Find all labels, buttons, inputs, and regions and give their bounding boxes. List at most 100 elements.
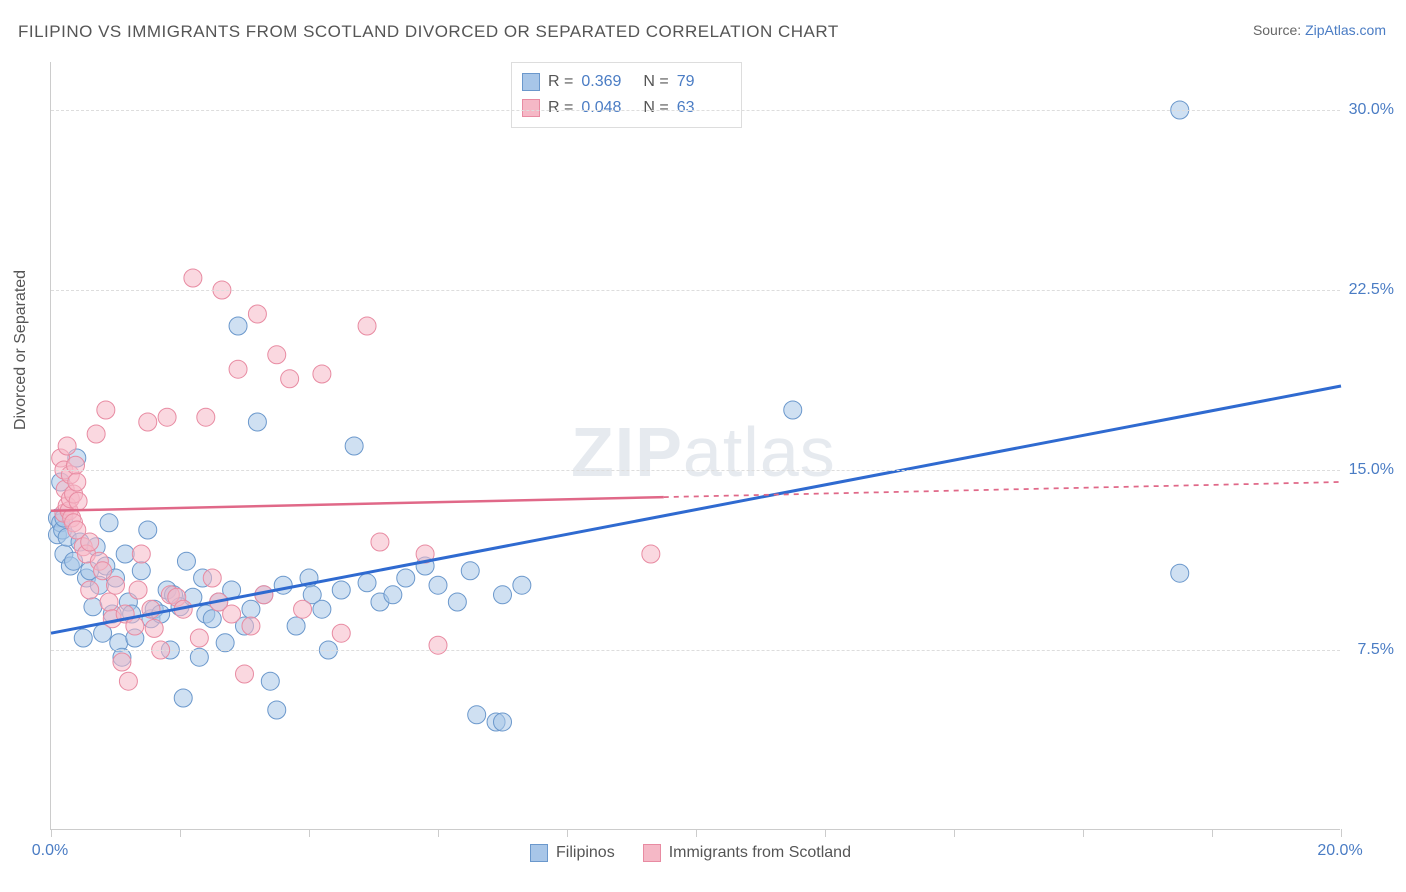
legend-item: Filipinos	[530, 844, 615, 862]
data-point	[248, 413, 266, 431]
data-point	[229, 317, 247, 335]
gridline	[51, 470, 1340, 471]
data-point	[74, 629, 92, 647]
data-point	[87, 425, 105, 443]
data-point	[1171, 564, 1189, 582]
data-point	[332, 624, 350, 642]
data-point	[174, 689, 192, 707]
data-point	[119, 672, 137, 690]
legend-series-name: Immigrants from Scotland	[669, 844, 851, 862]
source-attribution: Source: ZipAtlas.com	[1253, 22, 1386, 38]
data-point	[397, 569, 415, 587]
data-point	[468, 706, 486, 724]
stat-r-label: R =	[548, 69, 573, 95]
legend-stat-row: R = 0.048 N = 63	[522, 95, 731, 121]
y-tick-label: 30.0%	[1349, 101, 1394, 119]
y-tick-label: 7.5%	[1358, 641, 1394, 659]
stat-r-label: R =	[548, 95, 573, 121]
data-point	[139, 413, 157, 431]
data-point	[461, 562, 479, 580]
data-point	[132, 545, 150, 563]
data-point	[58, 437, 76, 455]
data-point	[429, 576, 447, 594]
y-tick-label: 22.5%	[1349, 281, 1394, 299]
legend-stat-row: R = 0.369 N = 79	[522, 69, 731, 95]
data-point	[107, 576, 125, 594]
x-tick	[954, 829, 955, 837]
data-point	[236, 665, 254, 683]
stat-n-value: 63	[677, 95, 731, 121]
data-point	[448, 593, 466, 611]
data-point	[190, 629, 208, 647]
trend-line	[51, 497, 664, 511]
data-point	[274, 576, 292, 594]
plot-area: ZIPatlas R =0.369N =79R =0.048N =63	[50, 62, 1340, 830]
data-point	[332, 581, 350, 599]
data-point	[97, 401, 115, 419]
data-point	[223, 605, 241, 623]
chart-svg	[51, 62, 1340, 829]
x-max-label: 20.0%	[1317, 842, 1362, 860]
stat-r-value: 0.369	[581, 69, 635, 95]
data-point	[132, 562, 150, 580]
data-point	[642, 545, 660, 563]
data-point	[145, 619, 163, 637]
data-point	[68, 473, 86, 491]
y-tick-label: 15.0%	[1349, 461, 1394, 479]
data-point	[158, 408, 176, 426]
stat-n-label: N =	[643, 69, 668, 95]
data-point	[345, 437, 363, 455]
data-point	[313, 600, 331, 618]
stat-n-label: N =	[643, 95, 668, 121]
data-point	[113, 653, 131, 671]
data-point	[294, 600, 312, 618]
x-origin-label: 0.0%	[32, 842, 68, 860]
x-tick	[1083, 829, 1084, 837]
data-point	[358, 574, 376, 592]
data-point	[81, 533, 99, 551]
data-point	[129, 581, 147, 599]
data-point	[287, 617, 305, 635]
source-link[interactable]: ZipAtlas.com	[1305, 22, 1386, 38]
x-tick	[1212, 829, 1213, 837]
legend-item: Immigrants from Scotland	[643, 844, 851, 862]
x-tick	[567, 829, 568, 837]
trend-line	[51, 386, 1341, 633]
data-point	[184, 269, 202, 287]
data-point	[429, 636, 447, 654]
data-point	[384, 586, 402, 604]
legend-series-name: Filipinos	[556, 844, 615, 862]
data-point	[242, 600, 260, 618]
data-point	[261, 672, 279, 690]
data-point	[513, 576, 531, 594]
trend-line-extrapolated	[664, 482, 1341, 497]
data-point	[281, 370, 299, 388]
data-point	[242, 617, 260, 635]
data-point	[371, 533, 389, 551]
x-tick	[825, 829, 826, 837]
data-point	[100, 514, 118, 532]
legend-series: Filipinos Immigrants from Scotland	[530, 844, 851, 862]
x-tick	[51, 829, 52, 837]
gridline	[51, 650, 1340, 651]
data-point	[784, 401, 802, 419]
x-tick	[180, 829, 181, 837]
x-tick	[1341, 829, 1342, 837]
data-point	[81, 581, 99, 599]
data-point	[268, 346, 286, 364]
data-point	[248, 305, 266, 323]
data-point	[313, 365, 331, 383]
data-point	[177, 552, 195, 570]
data-point	[116, 545, 134, 563]
y-axis-label: Divorced or Separated	[12, 270, 30, 430]
x-tick	[309, 829, 310, 837]
x-tick	[696, 829, 697, 837]
data-point	[229, 360, 247, 378]
data-point	[67, 456, 85, 474]
stat-n-value: 79	[677, 69, 731, 95]
data-point	[494, 713, 512, 731]
data-point	[358, 317, 376, 335]
stat-r-value: 0.048	[581, 95, 635, 121]
source-prefix: Source:	[1253, 22, 1305, 38]
x-tick	[438, 829, 439, 837]
